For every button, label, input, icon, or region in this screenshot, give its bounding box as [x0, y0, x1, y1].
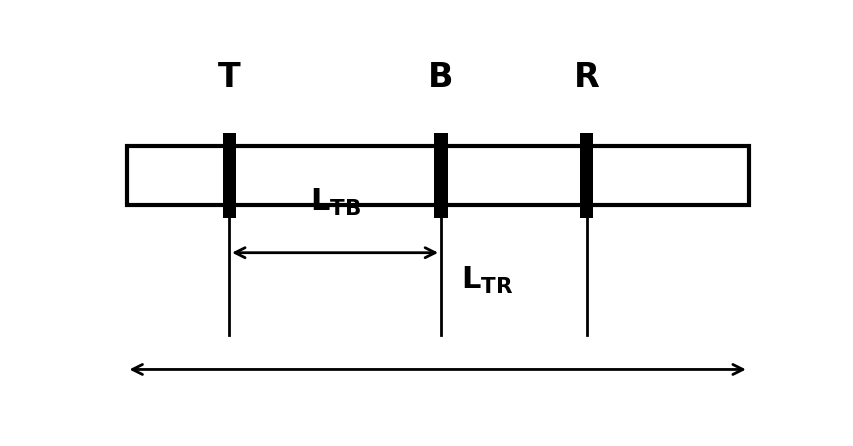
Text: R: R [573, 61, 599, 94]
Text: B: B [427, 61, 453, 94]
Bar [579, 132, 593, 219]
Text: $\mathbf{L}_{\mathbf{TB}}$: $\mathbf{L}_{\mathbf{TB}}$ [309, 187, 360, 219]
Bar [223, 132, 235, 219]
Bar [434, 132, 447, 219]
Bar [126, 146, 748, 205]
Text: T: T [218, 61, 241, 94]
Text: $\mathbf{L}_{\mathbf{TR}}$: $\mathbf{L}_{\mathbf{TR}}$ [461, 265, 513, 296]
